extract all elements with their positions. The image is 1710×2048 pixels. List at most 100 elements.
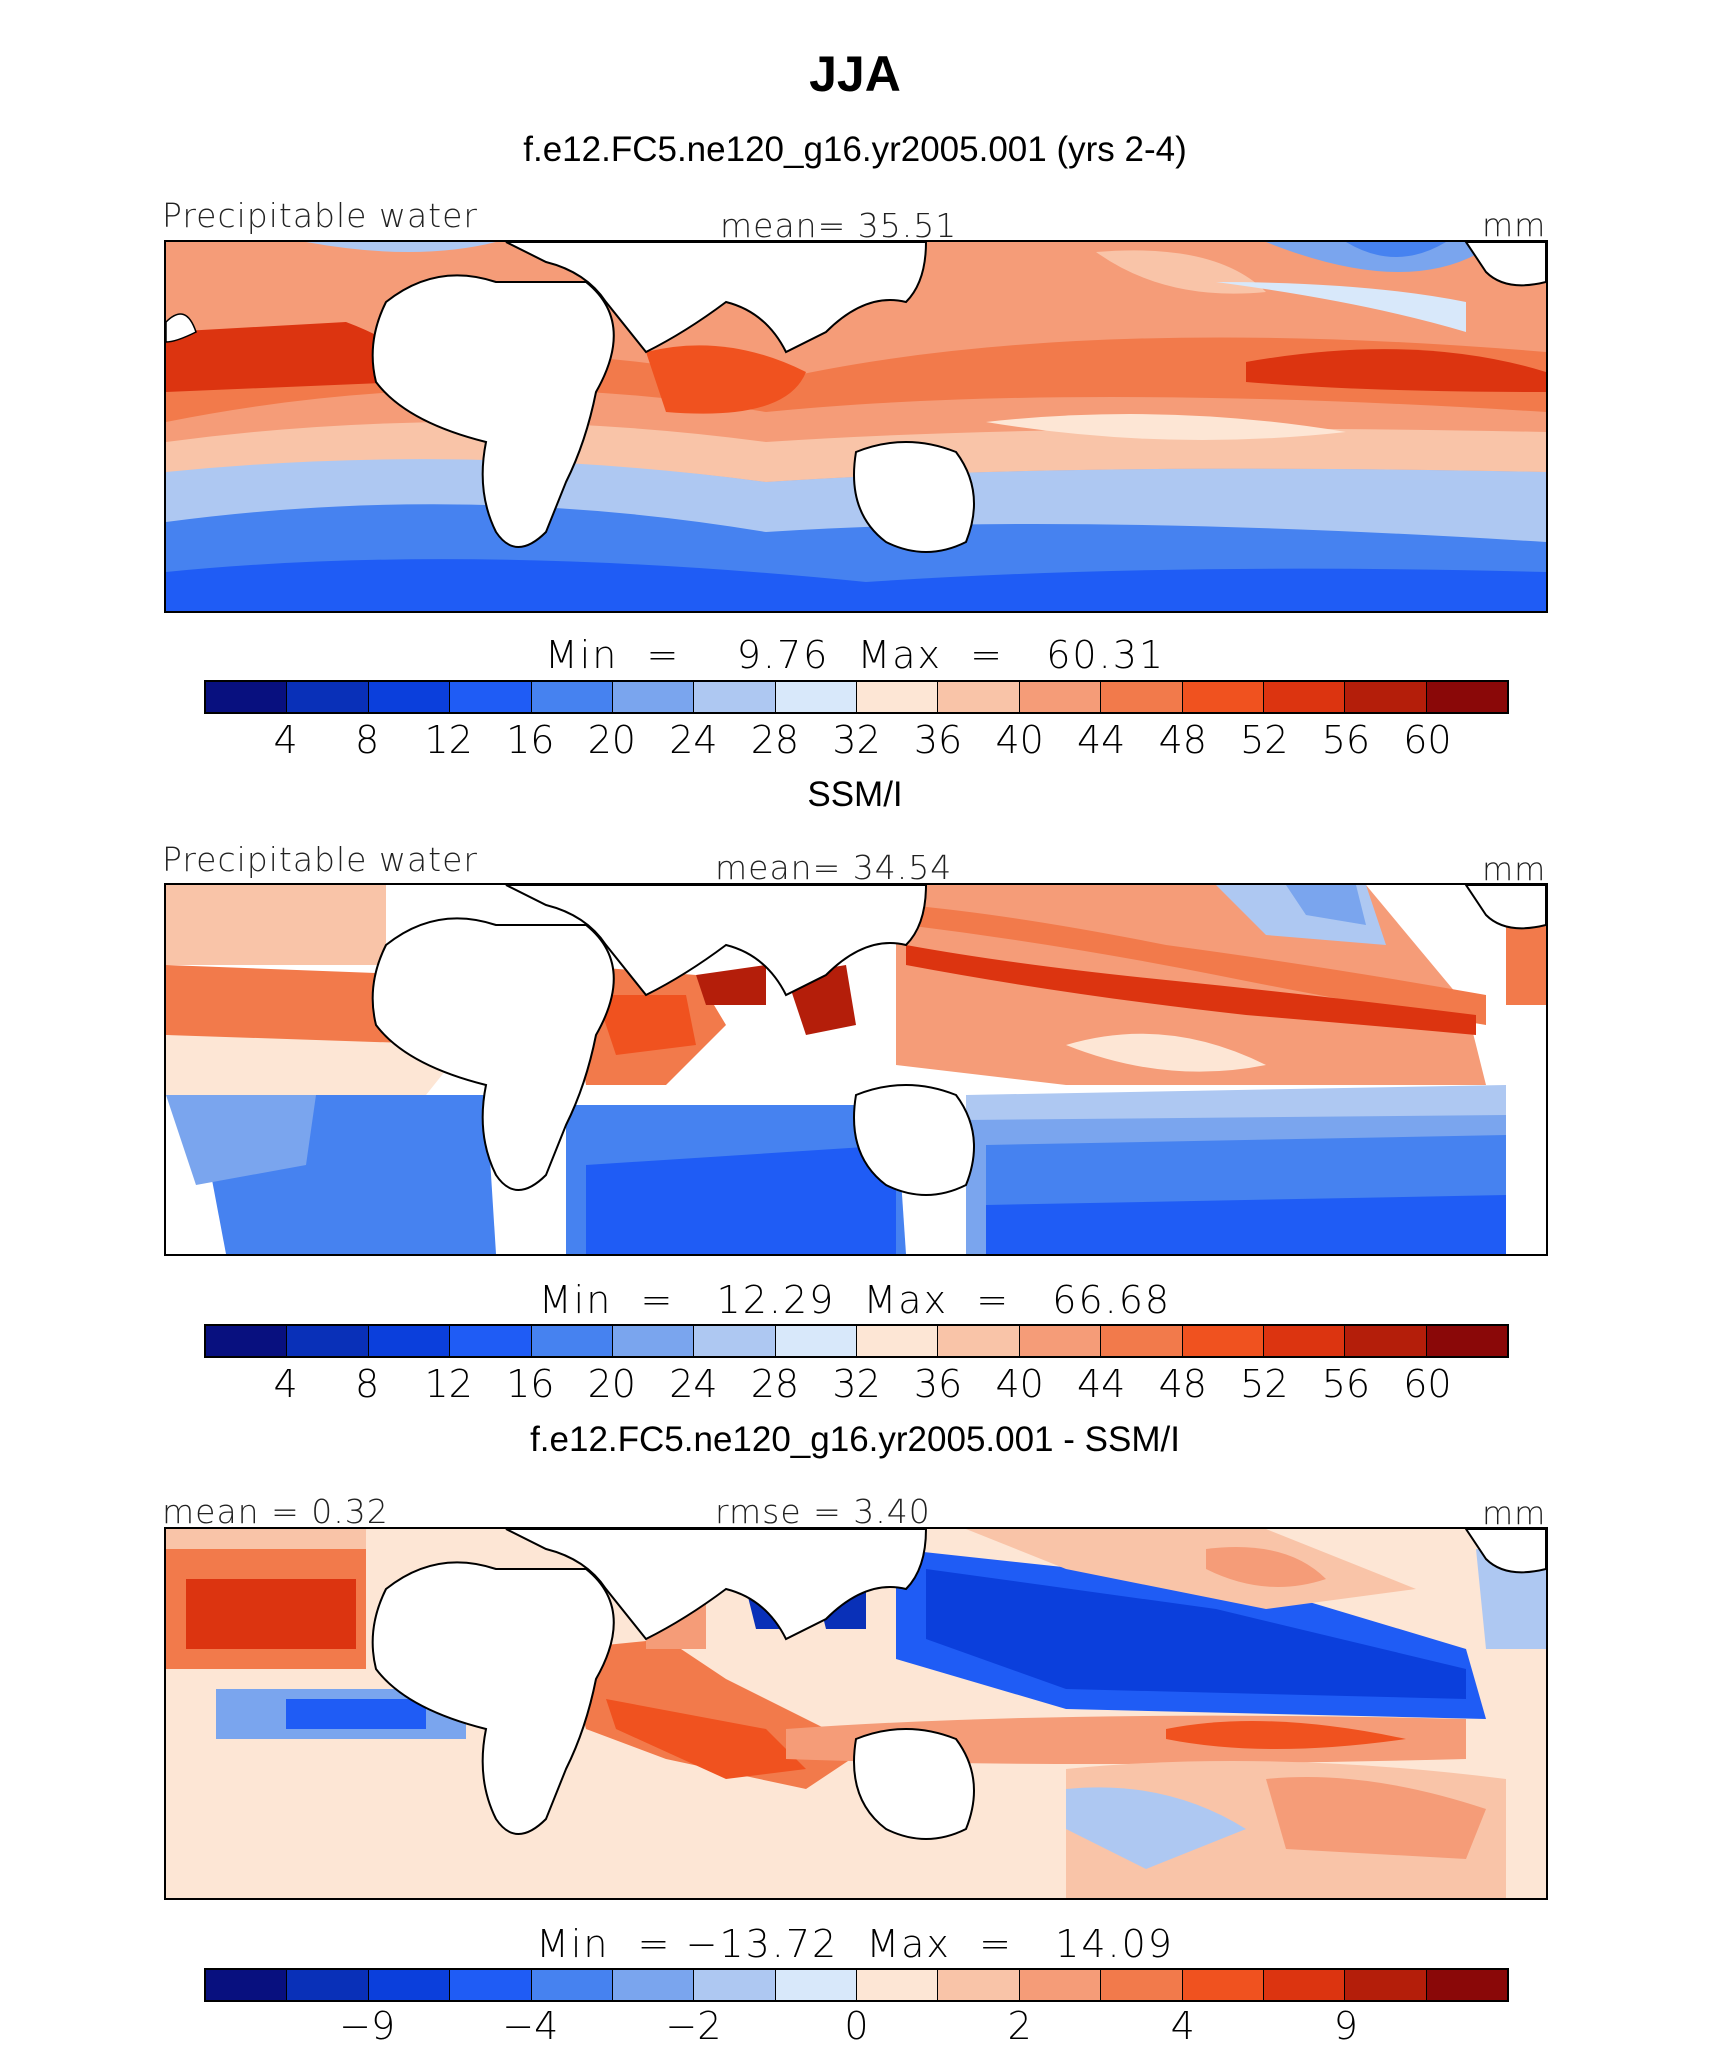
colorbar-swatch (1182, 1326, 1264, 1356)
colorbar-tick-label: 48 (1158, 718, 1207, 762)
colorbar-swatch (1101, 1970, 1183, 2000)
colorbar-swatch (857, 1970, 939, 2000)
colorbar-swatch (694, 1970, 776, 2000)
colorbar-swatch (287, 1326, 369, 1356)
colorbar-swatch (857, 1326, 939, 1356)
colorbar-tick-label: 32 (832, 1362, 881, 1406)
colorbar-swatch (287, 1970, 369, 2000)
colorbar-swatch (206, 682, 288, 712)
colorbar-swatch (206, 1970, 288, 2000)
panel-2-title: SSM/I (807, 775, 903, 814)
colorbar-swatch (1426, 682, 1507, 712)
colorbar-swatch (1345, 1326, 1427, 1356)
colorbar-tick-label: −2 (665, 2006, 722, 2048)
colorbar-swatch (368, 1326, 451, 1356)
colorbar-tick-label: 16 (506, 718, 555, 762)
panel-2-variable-label: Precipitable water (162, 840, 478, 879)
colorbar-swatch (1019, 1326, 1102, 1356)
colorbar-swatch (694, 1326, 776, 1356)
panel-2-mean-label: mean= 34.54 (715, 848, 953, 887)
panel-3-units: mm (1482, 1494, 1547, 1532)
colorbar-tick-label: −4 (502, 2006, 559, 2048)
colorbar-tick-label: 24 (669, 1362, 718, 1406)
colorbar-tick-label: 0 (844, 2006, 869, 2048)
colorbar-swatch (1263, 1970, 1346, 2000)
colorbar-tick-label: 40 (995, 1362, 1044, 1406)
colorbar-swatch (1182, 682, 1264, 712)
colorbar-swatch (775, 1326, 857, 1356)
panel-2-map (164, 883, 1548, 1256)
colorbar-tick-label: 32 (832, 718, 881, 762)
colorbar-swatch (206, 1326, 288, 1356)
colorbar-tick-label: 8 (355, 1362, 380, 1406)
colorbar-tick-label: 52 (1240, 1362, 1289, 1406)
colorbar-tick-label: 16 (506, 1362, 555, 1406)
panel-2-field (166, 885, 1546, 1254)
colorbar-tick-label: 36 (913, 718, 963, 762)
panel-1-colorbar-ticks: 4 8 12 16 20 24 28 32 36 40 44 48 52 56 60 (0, 718, 1710, 768)
panel-2-colorbar (204, 1324, 1509, 1358)
colorbar-tick-label: 24 (669, 718, 718, 762)
panel-3-field (166, 1529, 1546, 1898)
colorbar-swatch (938, 682, 1020, 712)
colorbar-tick-label: 12 (424, 1362, 473, 1406)
colorbar-swatch (1101, 682, 1183, 712)
colorbar-swatch (1182, 1970, 1264, 2000)
panel-3-rmse-label: rmse = 3.40 (715, 1492, 931, 1531)
colorbar-swatch (1019, 1970, 1102, 2000)
colorbar-swatch (775, 682, 857, 712)
colorbar-tick-label: 28 (750, 718, 800, 762)
colorbar-tick-label: 40 (995, 718, 1044, 762)
colorbar-swatch (1345, 1970, 1427, 2000)
colorbar-tick-label: 9 (1333, 2006, 1358, 2048)
colorbar-swatch (1426, 1326, 1507, 1356)
colorbar-swatch (450, 1326, 532, 1356)
colorbar-tick-label: −9 (339, 2006, 396, 2048)
colorbar-swatch (531, 1326, 613, 1356)
panel-1-colorbar (204, 680, 1509, 714)
colorbar-tick-label: 4 (273, 1362, 298, 1406)
colorbar-swatch (287, 682, 369, 712)
colorbar-swatch (1019, 682, 1102, 712)
colorbar-swatch (612, 1970, 695, 2000)
panel-1-minmax: Min = 9.76 Max = 60.31 (544, 633, 1166, 677)
figure-title: JJA (809, 46, 901, 102)
colorbar-swatch (531, 682, 613, 712)
panel-2-colorbar-ticks: 4 8 12 16 20 24 28 32 36 40 44 48 52 56 60 (0, 1362, 1710, 1412)
colorbar-swatch (1263, 1326, 1346, 1356)
colorbar-swatch (1426, 1970, 1507, 2000)
colorbar-swatch (450, 1970, 532, 2000)
colorbar-swatch (775, 1970, 857, 2000)
colorbar-tick-label: 36 (913, 1362, 963, 1406)
colorbar-tick-label: 44 (1077, 1362, 1126, 1406)
colorbar-swatch (857, 682, 939, 712)
colorbar-tick-label: 60 (1403, 718, 1452, 762)
colorbar-swatch (450, 682, 532, 712)
colorbar-tick-label: 44 (1077, 718, 1126, 762)
panel-2-minmax: Min = 12.29 Max = 66.68 (538, 1278, 1172, 1322)
colorbar-swatch (1263, 682, 1346, 712)
colorbar-tick-label: 28 (750, 1362, 800, 1406)
colorbar-tick-label: 60 (1403, 1362, 1452, 1406)
colorbar-swatch (1345, 682, 1427, 712)
colorbar-swatch (694, 682, 776, 712)
colorbar-tick-label: 56 (1321, 718, 1371, 762)
colorbar-swatch (368, 1970, 451, 2000)
panel-3-colorbar-ticks: −9 −4 −2 0 2 4 9 (0, 2006, 1710, 2048)
colorbar-tick-label: 48 (1158, 1362, 1207, 1406)
panel-3-colorbar (204, 1968, 1509, 2002)
colorbar-tick-label: 20 (587, 718, 636, 762)
colorbar-tick-label: 56 (1321, 1362, 1371, 1406)
panel-3-title: f.e12.FC5.ne120_g16.yr2005.001 - SSM/I (530, 1420, 1180, 1459)
panel-1-mean-label: mean= 35.51 (720, 206, 958, 245)
colorbar-tick-label: 20 (587, 1362, 636, 1406)
colorbar-tick-label: 8 (355, 718, 380, 762)
colorbar-swatch (938, 1970, 1020, 2000)
colorbar-tick-label: 12 (424, 718, 473, 762)
panel-3-map (164, 1527, 1548, 1900)
colorbar-swatch (368, 682, 451, 712)
panel-1-title: f.e12.FC5.ne120_g16.yr2005.001 (yrs 2-4) (523, 130, 1187, 169)
colorbar-tick-label: 4 (1170, 2006, 1195, 2048)
colorbar-swatch (612, 1326, 695, 1356)
colorbar-swatch (612, 682, 695, 712)
